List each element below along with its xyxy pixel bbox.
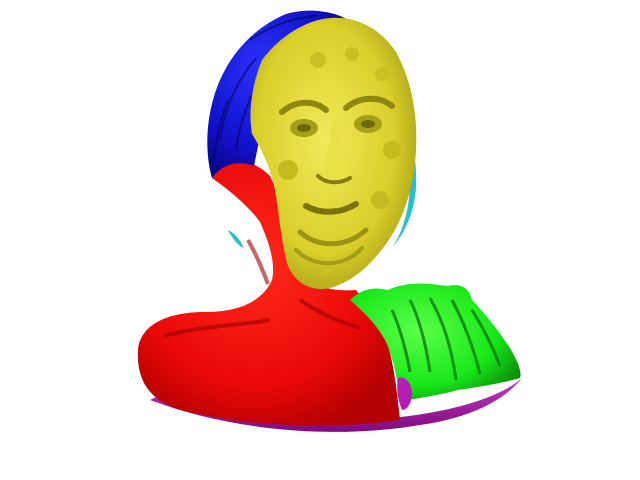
- face-edge-segment-left: [228, 230, 244, 248]
- face-edge-segment: [388, 80, 417, 248]
- face-features: [278, 47, 401, 266]
- neck-chest-segment: [137, 159, 400, 426]
- neck-shading: [163, 239, 361, 338]
- hair-segment: [207, 10, 348, 178]
- base-patch: [397, 377, 412, 410]
- shoulder-texture: [390, 297, 502, 381]
